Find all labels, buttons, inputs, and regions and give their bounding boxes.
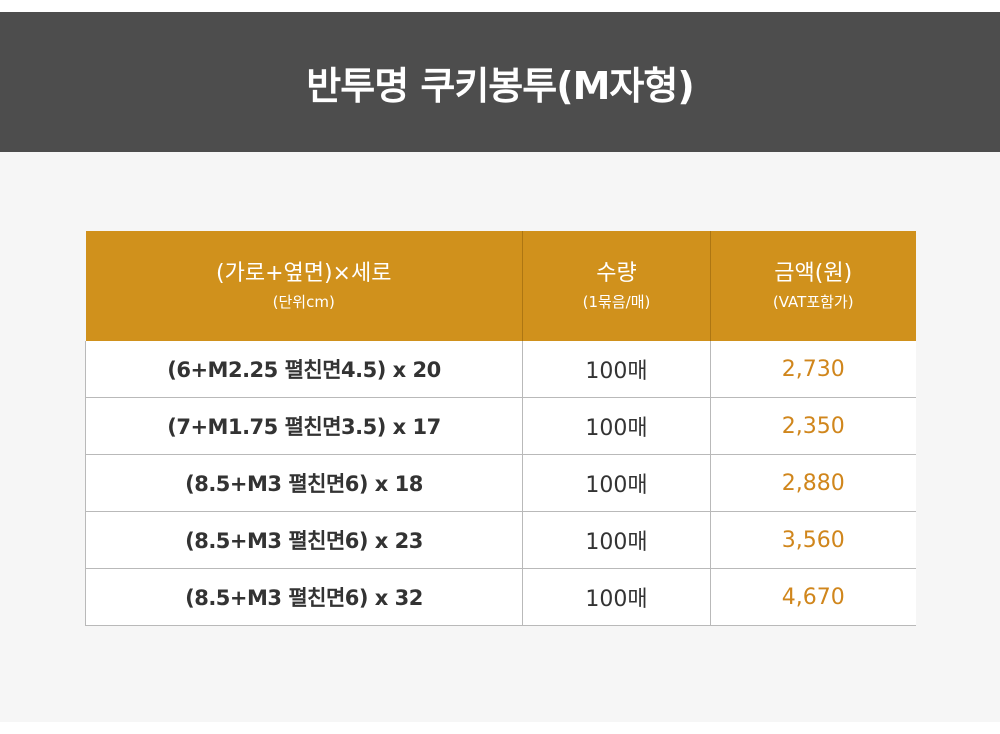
table-row: (6+M2.25 펼친면4.5) x 20 100매 2,730	[85, 341, 916, 398]
table-row: (8.5+M3 펼친면6) x 23 100매 3,560	[85, 511, 916, 569]
content-area: (가로+옆면)×세로 (단위cm) 수량 (1묶음/매) 금액(원) (VAT포…	[0, 152, 1000, 722]
price-cell: 4,670	[710, 568, 916, 626]
size-cell: (8.5+M3 펼친면6) x 23	[85, 511, 523, 569]
size-cell: (8.5+M3 펼친면6) x 18	[85, 454, 523, 512]
header-price: 금액(원) (VAT포함가)	[710, 231, 916, 341]
price-cell: 3,560	[710, 511, 916, 569]
price-cell: 2,880	[710, 454, 916, 512]
header-size-label: (가로+옆면)×세로	[216, 261, 392, 286]
table-row: (7+M1.75 펼친면3.5) x 17 100매 2,350	[85, 397, 916, 455]
table-header-row: (가로+옆면)×세로 (단위cm) 수량 (1묶음/매) 금액(원) (VAT포…	[85, 231, 916, 341]
header-quantity-unit: (1묶음/매)	[582, 293, 651, 311]
price-table: (가로+옆면)×세로 (단위cm) 수량 (1묶음/매) 금액(원) (VAT포…	[85, 231, 916, 626]
header-size: (가로+옆면)×세로 (단위cm)	[85, 231, 523, 341]
quantity-cell: 100매	[522, 454, 711, 512]
header-price-note: (VAT포함가)	[772, 293, 854, 311]
table-row: (8.5+M3 펼친면6) x 18 100매 2,880	[85, 454, 916, 512]
header-quantity-label: 수량	[596, 261, 637, 286]
title-bar: 반투명 쿠키봉투(M자형)	[0, 12, 1000, 152]
size-cell: (8.5+M3 펼친면6) x 32	[85, 568, 523, 626]
header-price-label: 금액(원)	[774, 261, 853, 286]
header-quantity: 수량 (1묶음/매)	[522, 231, 711, 341]
price-cell: 2,730	[710, 341, 916, 398]
price-cell: 2,350	[710, 397, 916, 455]
quantity-cell: 100매	[522, 511, 711, 569]
size-cell: (6+M2.25 펼친면4.5) x 20	[85, 341, 523, 398]
table-row: (8.5+M3 펼친면6) x 32 100매 4,670	[85, 568, 916, 626]
header-size-unit: (단위cm)	[272, 293, 335, 311]
quantity-cell: 100매	[522, 397, 711, 455]
quantity-cell: 100매	[522, 341, 711, 398]
quantity-cell: 100매	[522, 568, 711, 626]
size-cell: (7+M1.75 펼친면3.5) x 17	[85, 397, 523, 455]
page-title: 반투명 쿠키봉투(M자형)	[306, 63, 694, 108]
